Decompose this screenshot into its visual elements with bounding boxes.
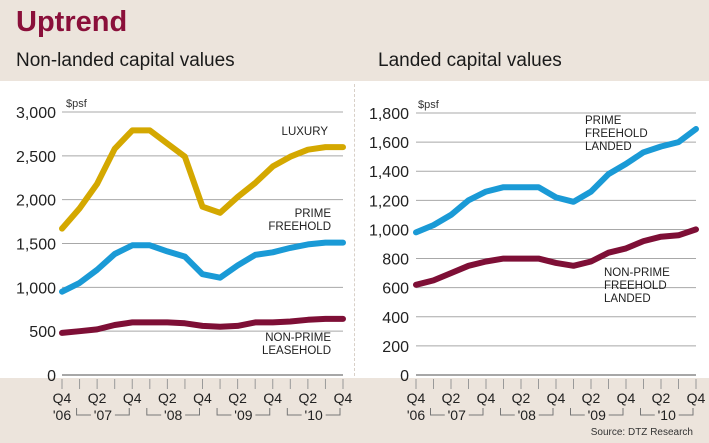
landed-x-year-label: '08 <box>518 407 536 423</box>
nonlanded-y-tick-label: 1,000 <box>16 280 56 297</box>
nonlanded-x-year-label: '09 <box>234 407 252 423</box>
nonlanded-y-tick-label: 1,500 <box>16 237 56 254</box>
landed-y-tick-label: 1,400 <box>369 164 409 181</box>
nonlanded-x-year-label: '10 <box>305 407 323 423</box>
landed-year-bracket <box>608 408 624 416</box>
nonlanded-x-tick-label: Q4 <box>123 390 142 406</box>
source-note: Source: DTZ Research <box>590 427 693 438</box>
landed-y-tick-label: 600 <box>382 281 409 298</box>
landed-x-year-label: '07 <box>448 407 466 423</box>
landed-series-label: LANDED <box>585 141 632 153</box>
nonlanded-x-tick-label: Q2 <box>158 390 177 406</box>
landed-y-tick-label: 1,200 <box>369 193 409 210</box>
nonlanded-series-label: PRIME <box>295 208 332 220</box>
nonlanded-x-tick-label: Q4 <box>53 390 72 406</box>
nonlanded-series-label: LEASEHOLD <box>262 345 331 357</box>
landed-series-label: LANDED <box>604 293 651 305</box>
landed-x-tick-label: Q2 <box>512 390 531 406</box>
landed-x-tick-label: Q4 <box>547 390 566 406</box>
nonlanded-series-line-nonprime <box>59 315 346 336</box>
nonlanded-series-line-luxury <box>59 127 346 232</box>
landed-series-label: PRIME <box>585 115 622 127</box>
landed-x-tick-label: Q2 <box>442 390 461 406</box>
nonlanded-year-bracket <box>185 408 200 416</box>
landed-x-tick-label: Q4 <box>477 390 496 406</box>
landed-y-tick-label: 200 <box>382 339 409 356</box>
nonlanded-year-bracket <box>216 408 232 416</box>
panel-divider <box>354 84 355 376</box>
landed-series-label: FREEHOLD <box>585 128 648 140</box>
nonlanded-y-tick-label: 2,000 <box>16 193 56 210</box>
landed-series-line-prime <box>413 126 699 236</box>
nonlanded-x-year-label: '07 <box>94 407 112 423</box>
landed-y-tick-label: 1,000 <box>369 222 409 239</box>
landed-x-tick-label: Q4 <box>687 390 706 406</box>
landed-series-label: NON-PRIME <box>604 267 670 279</box>
landed-y-tick-label: 0 <box>400 368 409 385</box>
nonlanded-x-tick-label: Q4 <box>334 390 353 406</box>
landed-x-tick-label: Q4 <box>617 390 636 406</box>
landed-year-bracket <box>468 408 484 416</box>
landed-y-unit-label: $psf <box>418 99 440 111</box>
landed-series-line-nonprime <box>413 226 699 288</box>
landed-year-bracket <box>500 408 515 416</box>
nonlanded-x-tick-label: Q4 <box>193 390 212 406</box>
landed-x-tick-label: Q4 <box>407 390 426 406</box>
left-chart-subtitle: Non-landed capital values <box>16 50 235 71</box>
nonlanded-year-bracket <box>114 408 130 416</box>
nonlanded-year-bracket <box>146 408 162 416</box>
nonlanded-y-tick-label: 0 <box>47 368 56 385</box>
nonlanded-x-tick-label: Q2 <box>88 390 107 406</box>
landed-year-bracket <box>640 408 655 416</box>
landed-x-year-label: '06 <box>407 407 425 423</box>
nonlanded-y-tick-label: 3,000 <box>16 105 56 122</box>
landed-x-year-label: '09 <box>588 407 606 423</box>
landed-year-bracket <box>430 408 445 416</box>
right-chart-subtitle: Landed capital values <box>378 50 562 71</box>
nonlanded-x-year-label: '08 <box>164 407 182 423</box>
landed-x-year-label: '10 <box>658 407 676 423</box>
landed-y-tick-label: 1,800 <box>369 106 409 123</box>
landed-y-tick-label: 800 <box>382 252 409 269</box>
nonlanded-series-line-prime <box>59 239 346 295</box>
landed-year-bracket <box>538 408 554 416</box>
nonlanded-series-label: NON-PRIME <box>265 332 331 344</box>
nonlanded-x-tick-label: Q4 <box>263 390 282 406</box>
nonlanded-x-tick-label: Q2 <box>299 390 318 406</box>
landed-year-bracket <box>678 408 694 416</box>
landed-y-tick-label: 1,600 <box>369 135 409 152</box>
nonlanded-y-unit-label: $psf <box>66 98 88 110</box>
nonlanded-x-year-label: '06 <box>53 407 71 423</box>
landed-y-tick-label: 400 <box>382 310 409 327</box>
nonlanded-year-bracket <box>255 408 271 416</box>
page-title: Uptrend <box>16 6 128 38</box>
landed-series-label: FREEHOLD <box>604 280 667 292</box>
nonlanded-y-tick-label: 2,500 <box>16 149 56 166</box>
landed-year-bracket <box>570 408 585 416</box>
nonlanded-y-tick-label: 500 <box>29 324 56 341</box>
nonlanded-series-label: LUXURY <box>282 126 329 138</box>
nonlanded-x-tick-label: Q2 <box>228 390 247 406</box>
nonlanded-series-label: FREEHOLD <box>268 221 331 233</box>
landed-x-tick-label: Q2 <box>652 390 671 406</box>
nonlanded-year-bracket <box>325 408 341 416</box>
nonlanded-year-bracket <box>76 408 91 416</box>
nonlanded-year-bracket <box>286 408 302 416</box>
landed-x-tick-label: Q2 <box>582 390 601 406</box>
